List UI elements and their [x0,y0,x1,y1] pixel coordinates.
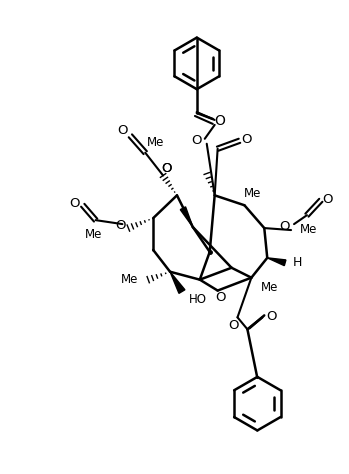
Text: Me: Me [244,187,261,200]
Text: O: O [279,219,289,233]
Text: O: O [266,310,276,323]
Text: Me: Me [121,273,138,286]
Text: O: O [241,133,252,146]
Text: O: O [115,219,125,232]
Text: O: O [161,162,171,175]
Text: HO: HO [189,293,207,306]
Text: O: O [228,319,239,332]
Text: Me: Me [261,281,278,294]
Text: O: O [69,197,80,210]
Text: O: O [215,291,226,304]
Text: Me: Me [300,223,318,236]
Text: O: O [214,114,225,128]
Text: H: H [292,256,302,269]
Polygon shape [170,272,185,293]
Text: Me: Me [147,136,164,149]
Text: Me: Me [85,228,102,240]
Text: O: O [322,193,333,206]
Polygon shape [267,258,286,265]
Text: O: O [161,162,171,175]
Text: O: O [192,134,202,147]
Text: O: O [117,124,128,137]
Polygon shape [180,207,193,227]
